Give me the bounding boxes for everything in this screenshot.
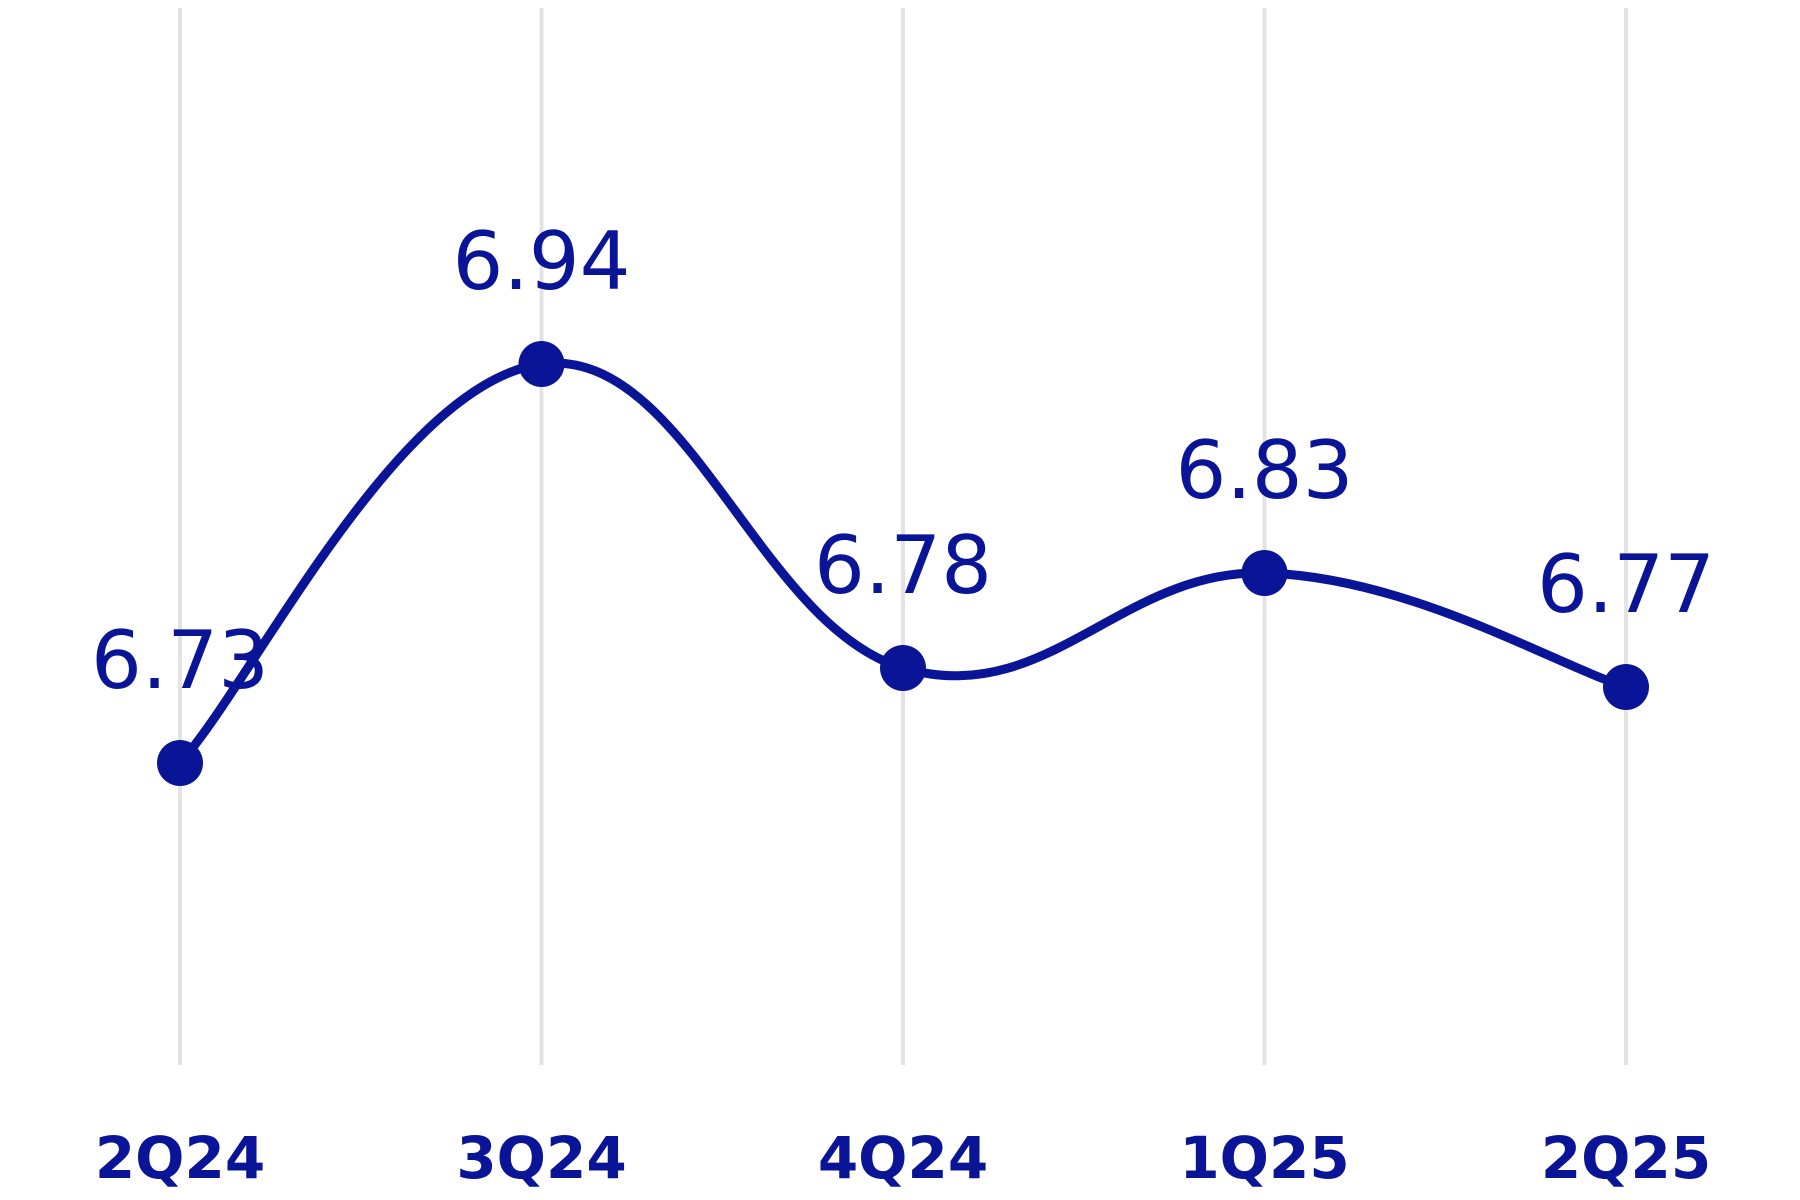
data-point-2q24 [157, 740, 203, 786]
data-point-2q25 [1603, 664, 1649, 710]
data-labels: 6.73 6.94 6.78 6.83 6.77 [91, 215, 1715, 707]
x-tick-label-2q25: 2Q25 [1541, 1124, 1711, 1192]
x-axis-ticks: 2Q24 3Q24 4Q24 1Q25 2Q25 [95, 1124, 1711, 1192]
data-points [157, 341, 1649, 786]
data-point-3q24 [518, 341, 565, 387]
x-tick-label-3q24: 3Q24 [456, 1124, 626, 1192]
data-point-4q24 [880, 645, 926, 691]
x-tick-label-4q24: 4Q24 [818, 1124, 988, 1192]
data-point-1q25 [1241, 550, 1288, 596]
x-tick-label-2q24: 2Q24 [95, 1124, 265, 1192]
data-label-2q24: 6.73 [91, 614, 269, 707]
series-line [175, 358, 1631, 768]
data-label-4q24: 6.78 [814, 519, 992, 612]
x-tick-label-1q25: 1Q25 [1179, 1124, 1349, 1192]
data-label-1q25: 6.83 [1175, 424, 1353, 517]
series-layer [175, 358, 1631, 768]
data-label-3q24: 6.94 [452, 215, 630, 308]
gridlines [178, 8, 1628, 1065]
data-label-2q25: 6.77 [1537, 538, 1715, 631]
